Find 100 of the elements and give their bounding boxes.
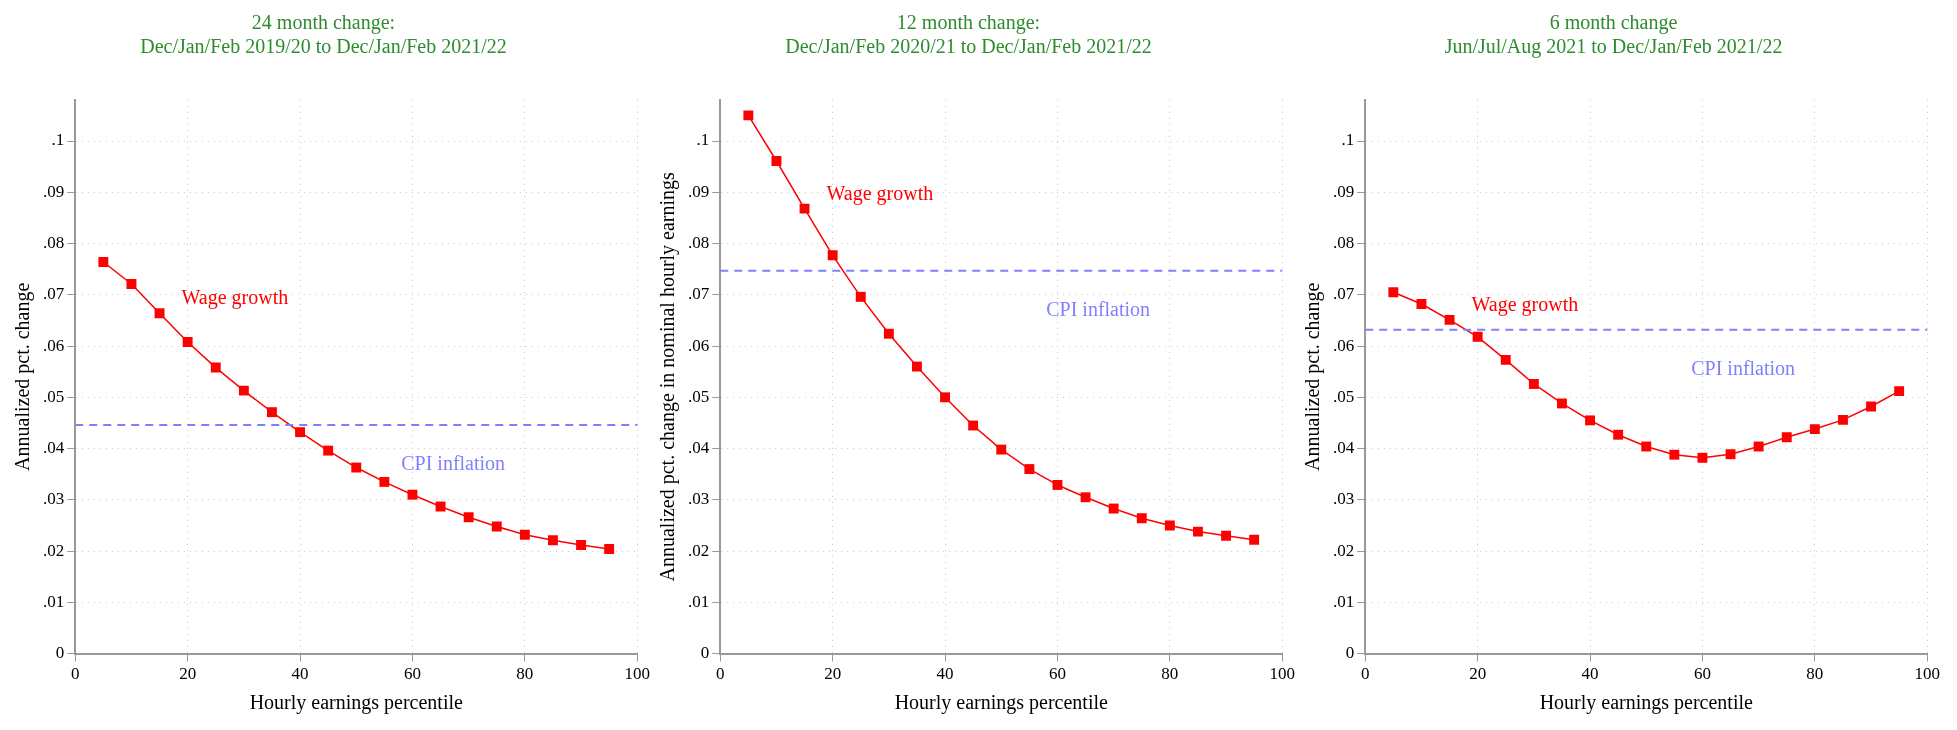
y-tick-label: .06 [43, 335, 65, 355]
point [1024, 464, 1035, 475]
point [238, 385, 249, 396]
point [379, 476, 390, 487]
x-axis-title: Hourly earnings percentile [1539, 691, 1753, 715]
point [548, 535, 558, 546]
point [1585, 415, 1595, 426]
y-tick-label: .09 [43, 181, 65, 201]
x-tick-label: 0 [71, 664, 80, 684]
y-tick-label: .04 [1333, 438, 1355, 458]
x-tick-label: 80 [1161, 664, 1179, 684]
ref-line-label: CPI inflation [1691, 356, 1796, 379]
y-tick-label: .05 [43, 386, 65, 406]
point [1388, 287, 1399, 298]
y-tick-label: .03 [43, 489, 65, 509]
point [1781, 432, 1792, 443]
point [154, 308, 165, 319]
point [883, 328, 894, 339]
y-tick-label: 0 [1345, 643, 1355, 663]
point [1613, 429, 1624, 440]
y-tick-label: 0 [700, 643, 710, 663]
y-tick-label: .01 [1333, 591, 1355, 611]
series-label: Wage growth [1471, 293, 1579, 317]
point [1894, 386, 1905, 397]
point [351, 462, 362, 473]
y-tick-label: .07 [1333, 284, 1355, 304]
y-tick-label: .1 [51, 130, 65, 150]
y-tick-label: .02 [1333, 540, 1355, 560]
y-axis-title: Annualized pct. change in nominal hourly earnings [656, 171, 680, 582]
y-tick-label: .06 [688, 335, 710, 355]
chart-title: 6 month change Jun/Jul/Aug 2021 to Dec/Jan/Feb 2021/22 [1444, 11, 1783, 59]
x-tick-label: 40 [1581, 664, 1599, 684]
x-tick-label: 60 [1048, 664, 1066, 684]
point [1249, 534, 1260, 545]
ref-line-label: CPI inflation [401, 452, 506, 475]
point [1669, 449, 1680, 460]
point [182, 336, 193, 347]
x-tick-label: 40 [291, 664, 309, 684]
point [1416, 299, 1427, 309]
x-tick-label: 80 [1806, 664, 1824, 684]
point [1444, 314, 1455, 325]
point [1193, 526, 1203, 537]
ref-line-label: CPI inflation [1046, 297, 1151, 320]
y-tick-label: .01 [688, 591, 710, 611]
point [799, 203, 810, 214]
x-tick-label: 100 [1269, 664, 1295, 684]
point [491, 521, 502, 532]
point [1641, 441, 1652, 452]
point [827, 250, 838, 261]
y-tick-label: .03 [688, 489, 710, 509]
point [604, 544, 615, 554]
point [98, 257, 109, 267]
point [1725, 449, 1736, 460]
y-tick-label: .09 [1333, 181, 1355, 201]
x-tick-label: 80 [516, 664, 534, 684]
y-tick-label: .03 [1333, 489, 1355, 509]
y-tick-label: 0 [55, 643, 65, 663]
x-tick-label: 60 [403, 664, 421, 684]
y-tick-label: .01 [43, 591, 65, 611]
point [1866, 401, 1876, 412]
chart-title: 24 month change: Dec/Jan/Feb 2019/20 to Dec/Jan/Feb 2021/22 [140, 11, 507, 58]
x-tick-label: 20 [1469, 664, 1487, 684]
series-label: Wage growth [826, 181, 934, 205]
x-axis-title: Hourly earnings percentile [249, 691, 463, 715]
point [1697, 452, 1708, 463]
point [912, 361, 922, 372]
point [407, 489, 418, 500]
point [1164, 520, 1175, 531]
point [940, 392, 950, 403]
chart-title: 12 month change: Dec/Jan/Feb 2020/21 to Dec/Jan/Feb 2021/22 [785, 11, 1152, 58]
y-tick-label: .07 [688, 284, 710, 304]
y-tick-label: .08 [43, 232, 65, 252]
y-tick-label: .05 [1333, 386, 1355, 406]
point [1753, 441, 1764, 452]
point [210, 362, 221, 373]
y-tick-label: .02 [43, 540, 65, 560]
point [295, 427, 305, 438]
point [1472, 331, 1483, 342]
y-tick-label: .02 [688, 540, 710, 560]
x-tick-label: 40 [936, 664, 954, 684]
point [1557, 398, 1567, 409]
y-tick-label: .04 [688, 438, 710, 458]
x-axis-title: Hourly earnings percentile [894, 691, 1108, 715]
point [435, 501, 446, 512]
point [1052, 480, 1063, 490]
point [1136, 513, 1147, 524]
x-tick-label: 100 [624, 664, 650, 684]
point [576, 539, 586, 550]
point [267, 407, 277, 418]
x-tick-label: 20 [179, 664, 197, 684]
point [968, 420, 979, 431]
y-tick-label: .1 [696, 130, 710, 150]
point [323, 445, 334, 456]
point [1108, 503, 1119, 514]
point [1500, 354, 1511, 365]
x-tick-label: 0 [716, 664, 725, 684]
point [996, 444, 1007, 455]
y-tick-label: .08 [1333, 232, 1355, 252]
y-axis-title: Annualized pct. change [1301, 282, 1325, 471]
y-tick-label: .07 [43, 284, 65, 304]
